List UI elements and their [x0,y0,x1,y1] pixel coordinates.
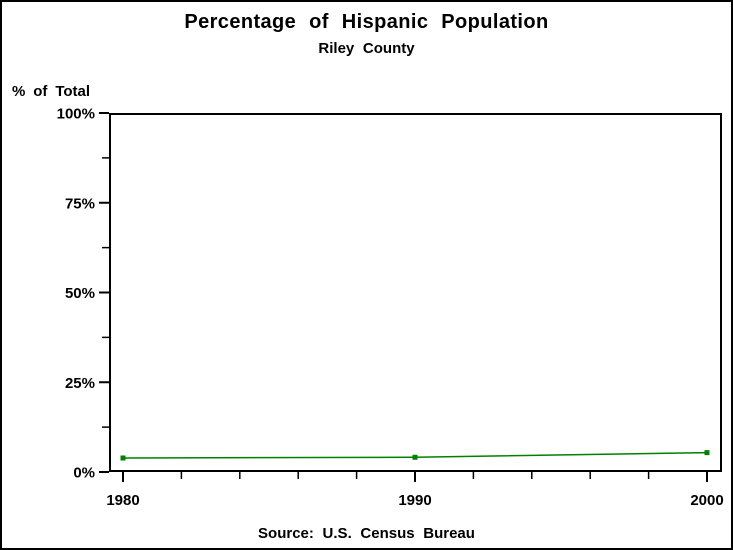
x-tick-label: 1980 [106,492,139,509]
y-axis-title: % of Total [12,83,91,100]
chart-subtitle: Riley County [318,40,415,57]
plot-frame [109,113,722,472]
data-point-marker [412,454,418,460]
source-note: Source: U.S. Census Bureau [258,525,475,542]
chart-title: Percentage of Hispanic Population [184,11,549,33]
y-tick-label: 25% [65,375,95,392]
y-tick-label: 50% [65,285,95,302]
data-point-marker [120,455,126,461]
x-tick-label: 2000 [690,492,723,509]
y-tick-label: 100% [57,106,95,123]
data-point-marker [704,450,710,456]
y-tick-label: 0% [73,465,95,482]
y-tick-label: 75% [65,195,95,212]
x-tick-label: 1990 [398,492,431,509]
